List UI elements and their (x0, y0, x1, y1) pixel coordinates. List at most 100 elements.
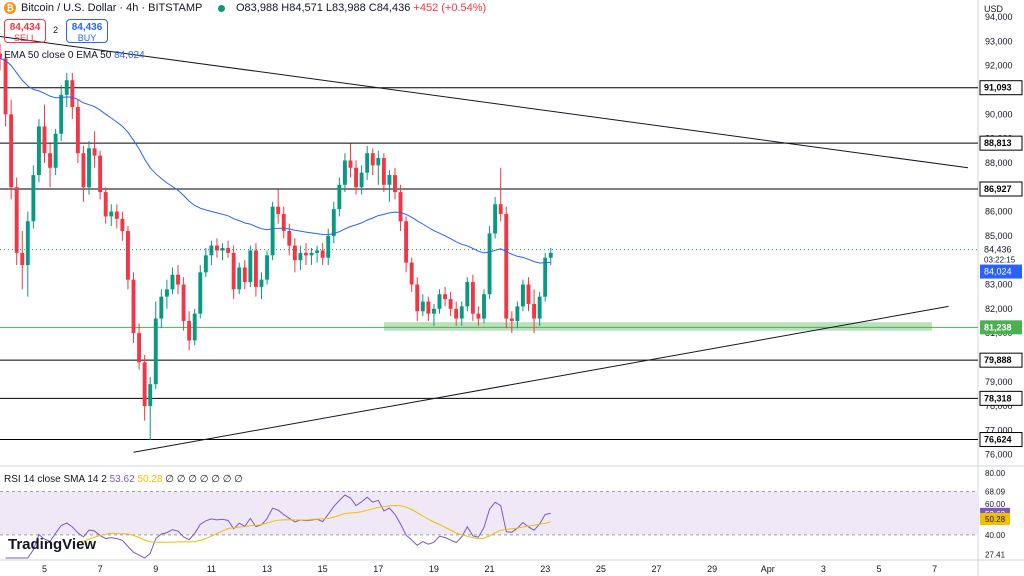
price-tick-label: 79,000 (985, 377, 1013, 387)
candle-body (198, 272, 203, 314)
candle-body (253, 250, 258, 287)
candle-body (209, 245, 214, 256)
candle-body (370, 153, 375, 166)
candle-body (465, 282, 470, 307)
candle-body (36, 126, 41, 176)
price-tick-label: 76,000 (985, 450, 1013, 460)
candle-body (126, 231, 130, 280)
price-tick-label: 94,000 (985, 12, 1013, 22)
time-tick-label: 21 (485, 564, 495, 574)
candle-body (231, 252, 236, 290)
candle-body (248, 250, 253, 283)
candle-body (342, 160, 347, 185)
rsi-legend[interactable]: RSI 14 close SMA 14 2 53.62 50.28 ∅ ∅ ∅ … (4, 474, 243, 485)
ema-legend[interactable]: EMA 50 close 0 EMA 50 84,024 (4, 50, 145, 61)
level-tag-label: 86,927 (984, 184, 1012, 194)
candle-body (259, 279, 264, 287)
buy-label: BUY (77, 33, 97, 43)
time-tick-label: Apr (761, 564, 775, 574)
candle-body (0, 53, 2, 59)
ema-line (0, 57, 551, 264)
candle-body (404, 221, 409, 263)
level-tag (979, 432, 1023, 448)
buy-button[interactable]: 84,436 BUY (66, 19, 108, 43)
candle-body (348, 160, 353, 168)
candle-body (470, 282, 475, 314)
price-tick-label: 85,000 (985, 231, 1013, 241)
tradingview-logo: TradingView (8, 536, 97, 553)
level-tag (979, 80, 1023, 96)
candle-body (359, 172, 364, 188)
candle-body (142, 362, 147, 407)
candle-body (92, 148, 97, 156)
candle-body (459, 306, 464, 319)
candle-body (431, 308, 436, 314)
candle-body (381, 158, 386, 185)
rsi-tick-label: 60.00 (985, 500, 1006, 509)
candle-body (153, 318, 158, 385)
rsi-sma-tag (980, 512, 1010, 525)
symbol-title[interactable]: Bitcoin / U.S. Dollar · 4h · BITSTAMP (21, 2, 203, 14)
ohlc-values: O83,988 H84,571 L83,988 C84,436 +452 (+0… (236, 2, 486, 14)
time-tick-label: 9 (153, 564, 158, 574)
candle-body (509, 318, 514, 321)
candle-body (42, 126, 47, 154)
candle-body (337, 184, 342, 210)
close-value: C84,436 (368, 2, 411, 14)
time-tick-label: 7 (932, 564, 937, 574)
candle-body (498, 204, 503, 214)
candle-body (242, 267, 247, 283)
candle-body (548, 252, 553, 258)
candle-body (415, 284, 420, 312)
candle-body (131, 279, 136, 334)
candle-body (376, 158, 381, 166)
candle-body (504, 213, 509, 319)
time-tick-label: 19 (429, 564, 439, 574)
candle-body (176, 274, 180, 285)
sell-button[interactable]: 84,434 SELL (4, 19, 46, 43)
ascending-support-trendline (133, 305, 949, 453)
low-value: L83,988 (325, 2, 366, 14)
rsi-legend-rest: ∅ ∅ ∅ ∅ ∅ ∅ ∅ (165, 474, 243, 485)
candle-body (298, 252, 303, 261)
price-tick-label: 83,000 (985, 279, 1013, 289)
candle-body (320, 250, 325, 258)
rsi-legend-label: RSI 14 close SMA 14 2 (4, 474, 107, 485)
current-price-label: 84,436 (984, 245, 1012, 255)
rsi-tick-label: 80.00 (985, 469, 1006, 478)
candle-body (331, 209, 336, 236)
candle-body (120, 218, 125, 231)
buy-price: 84,436 (71, 22, 103, 33)
price-tick-label: 93,000 (985, 36, 1013, 46)
candle-body (520, 284, 525, 307)
time-tick-label: 23 (540, 564, 550, 574)
open-value: O83,988 (236, 2, 279, 14)
candle-body (9, 114, 14, 188)
candle-body (265, 255, 269, 280)
rsi-sma-legend-value: 50.28 (137, 474, 163, 485)
descending-resistance-trendline (0, 35, 969, 169)
level-tag-label: 88,813 (984, 138, 1012, 148)
candle-body (70, 80, 75, 107)
rsi-sma-line (77, 504, 551, 544)
price-tick-label: 77,000 (985, 425, 1013, 435)
time-tick-label: 15 (318, 564, 328, 574)
rsi-tick-label: 27.41 (985, 550, 1006, 559)
sell-label: SELL (13, 33, 37, 43)
bitcoin-icon: ₿ (4, 2, 16, 14)
candle-body (409, 262, 414, 285)
market-status-icon (218, 5, 225, 12)
candle-body (164, 289, 169, 297)
rsi-tick-label: 50.28 (985, 515, 1006, 524)
level-tag (980, 320, 1022, 335)
candle-body (437, 294, 442, 309)
current-price-tag (980, 242, 1022, 267)
candle-body (354, 167, 358, 188)
time-tick-label: 29 (707, 564, 717, 574)
time-tick-label: 11 (207, 564, 216, 574)
candle-body (281, 213, 286, 231)
candle-body (109, 211, 114, 217)
level-tag (979, 390, 1023, 406)
ema-tag (980, 264, 1022, 279)
candle-body (326, 235, 331, 258)
